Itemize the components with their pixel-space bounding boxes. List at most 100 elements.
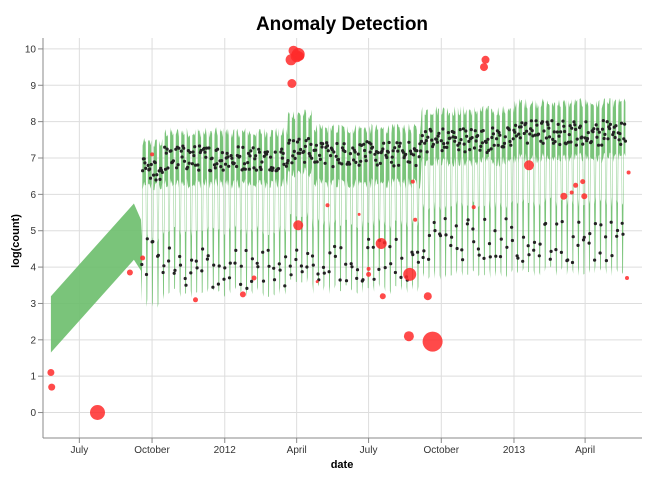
normal-point	[395, 141, 399, 145]
anomaly-point	[580, 179, 586, 185]
normal-point	[547, 126, 551, 130]
normal-point	[280, 147, 284, 151]
normal-point	[399, 275, 403, 279]
normal-point	[446, 141, 450, 145]
normal-point	[494, 254, 498, 258]
normal-point	[484, 140, 488, 144]
y-tick-label: 10	[25, 44, 37, 55]
normal-point	[595, 135, 599, 139]
normal-point	[544, 136, 549, 140]
normal-point	[232, 161, 236, 165]
normal-point	[204, 155, 208, 159]
anomaly-point	[315, 280, 319, 284]
normal-point	[256, 265, 260, 269]
normal-point	[283, 284, 287, 288]
normal-point	[397, 163, 401, 167]
normal-point	[551, 137, 555, 141]
normal-point	[421, 255, 425, 260]
normal-point	[457, 141, 462, 145]
normal-point	[587, 241, 591, 245]
anomaly-point	[193, 297, 198, 303]
normal-point	[444, 233, 448, 237]
x-tick-label: 2013	[503, 445, 526, 456]
normal-point	[310, 254, 315, 258]
normal-point	[305, 265, 309, 269]
normal-point	[148, 167, 152, 171]
normal-point	[272, 278, 277, 282]
normal-point	[517, 132, 521, 136]
normal-point	[547, 135, 552, 139]
normal-point	[282, 162, 286, 166]
anomaly-point	[325, 203, 330, 208]
normal-point	[313, 160, 317, 164]
normal-point	[369, 142, 373, 146]
normal-point	[573, 123, 577, 127]
normal-point	[242, 162, 247, 166]
normal-point	[182, 146, 186, 150]
normal-point	[538, 242, 542, 246]
normal-point	[563, 129, 567, 134]
normal-point	[461, 258, 465, 262]
normal-point	[230, 156, 234, 160]
normal-point	[334, 154, 338, 158]
normal-point	[601, 119, 605, 123]
normal-point	[216, 147, 220, 151]
normal-point	[261, 279, 266, 283]
normal-point	[248, 154, 252, 158]
normal-point	[262, 154, 266, 158]
normal-point	[435, 140, 439, 144]
normal-point	[254, 154, 258, 158]
normal-point	[431, 142, 435, 146]
anomaly-point	[140, 255, 146, 261]
normal-point	[554, 248, 558, 252]
normal-point	[331, 165, 335, 169]
normal-point	[606, 137, 610, 141]
normal-point	[375, 163, 379, 167]
normal-point	[255, 261, 259, 265]
anomaly-point	[560, 192, 568, 200]
normal-point	[495, 137, 499, 141]
normal-point	[167, 246, 171, 250]
normal-point	[190, 258, 194, 262]
normal-point	[381, 147, 385, 151]
normal-point	[348, 152, 352, 156]
normal-point	[440, 149, 444, 153]
normal-point	[548, 257, 552, 261]
normal-point	[176, 163, 180, 167]
normal-point	[161, 270, 165, 275]
normal-point	[252, 166, 256, 170]
normal-point	[372, 277, 376, 281]
normal-point	[223, 266, 227, 270]
normal-point	[415, 149, 419, 153]
normal-point	[235, 164, 239, 169]
normal-point	[442, 145, 446, 149]
normal-point	[536, 132, 541, 136]
normal-point	[546, 123, 550, 127]
normal-point	[368, 150, 372, 154]
normal-point	[344, 262, 348, 266]
normal-point	[215, 162, 219, 166]
normal-point	[321, 142, 325, 146]
normal-point	[408, 160, 412, 164]
anomaly-point	[471, 205, 476, 210]
normal-point	[184, 283, 188, 287]
normal-point	[328, 251, 332, 255]
normal-point	[191, 150, 195, 154]
normal-point	[525, 141, 530, 145]
normal-point	[461, 127, 465, 131]
normal-point	[466, 218, 470, 222]
x-tick-label: July	[70, 445, 88, 456]
normal-point	[396, 149, 400, 153]
normal-point	[397, 144, 401, 148]
normal-point	[394, 237, 398, 241]
normal-point	[553, 140, 557, 144]
normal-point	[602, 136, 606, 141]
normal-point	[527, 253, 531, 257]
x-axis-title: date	[331, 459, 354, 471]
normal-point	[261, 250, 265, 254]
normal-point	[511, 137, 515, 141]
normal-point	[487, 242, 492, 246]
normal-point	[408, 149, 413, 153]
normal-point	[570, 126, 574, 130]
normal-point	[164, 151, 168, 155]
